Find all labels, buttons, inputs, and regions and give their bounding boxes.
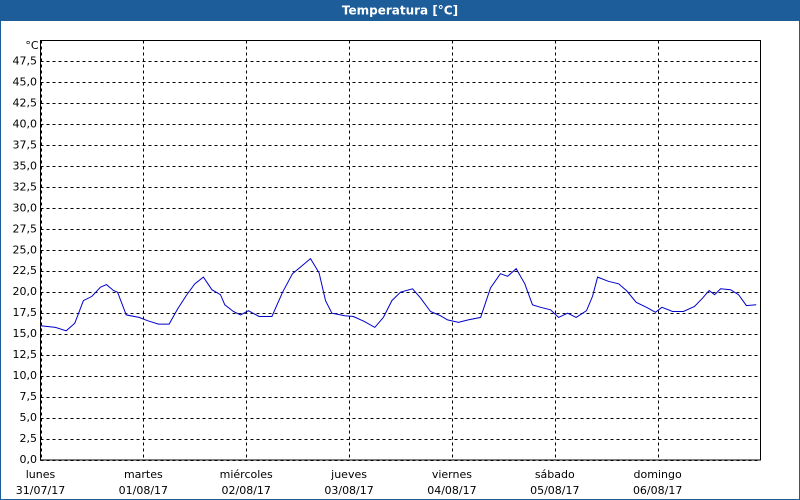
y-tick-label: 27,5 [13, 222, 38, 235]
title-bar [0, 0, 800, 20]
y-tick-label: 22,5 [13, 264, 38, 277]
x-tick-label: 02/08/17 [222, 484, 271, 497]
y-tick-label: 47,5 [13, 54, 38, 67]
x-tick-label: 05/08/17 [530, 484, 579, 497]
y-tick-label: 20,0 [13, 285, 38, 298]
y-tick-label: 7,5 [20, 390, 38, 403]
x-tick-label: 31/07/17 [16, 484, 65, 497]
y-tick-label: 32,5 [13, 180, 38, 193]
x-tick-label: jueves [330, 468, 367, 481]
y-tick-label: 0,0 [20, 453, 38, 466]
x-tick-label: viernes [432, 468, 472, 481]
chart-title: Temperatura [°C] [342, 4, 458, 18]
y-unit: °C [25, 39, 39, 52]
line-series [40, 257, 757, 332]
y-tick-label: 10,0 [13, 369, 38, 382]
y-tick-label: 2,5 [20, 432, 38, 445]
y-tick-label: 30,0 [13, 201, 38, 214]
plot-border [40, 40, 761, 461]
x-tick-label: domingo [634, 468, 682, 481]
x-tick-label: martes [124, 468, 163, 481]
y-tick-label: 12,5 [13, 348, 38, 361]
y-tick-label: 37,5 [13, 138, 38, 151]
y-tick-label: 25,0 [13, 243, 38, 256]
x-tick-label: 01/08/17 [119, 484, 168, 497]
x-tick-label: 06/08/17 [633, 484, 682, 497]
x-tick-label: lunes [26, 468, 56, 481]
x-tick-label: miércoles [220, 468, 273, 481]
x-tick-label: 04/08/17 [427, 484, 476, 497]
window-frame [0, 20, 800, 500]
y-tick-label: 17,5 [13, 306, 38, 319]
y-tick-label: 15,0 [13, 327, 38, 340]
x-tick-label: 03/08/17 [324, 484, 373, 497]
x-tick-label: sábado [535, 468, 575, 481]
y-tick-label: 5,0 [20, 411, 38, 424]
y-tick-label: 35,0 [13, 159, 38, 172]
y-tick-label: 40,0 [13, 117, 38, 130]
y-tick-label: 42,5 [13, 96, 38, 109]
y-tick-label: 45,0 [13, 75, 38, 88]
